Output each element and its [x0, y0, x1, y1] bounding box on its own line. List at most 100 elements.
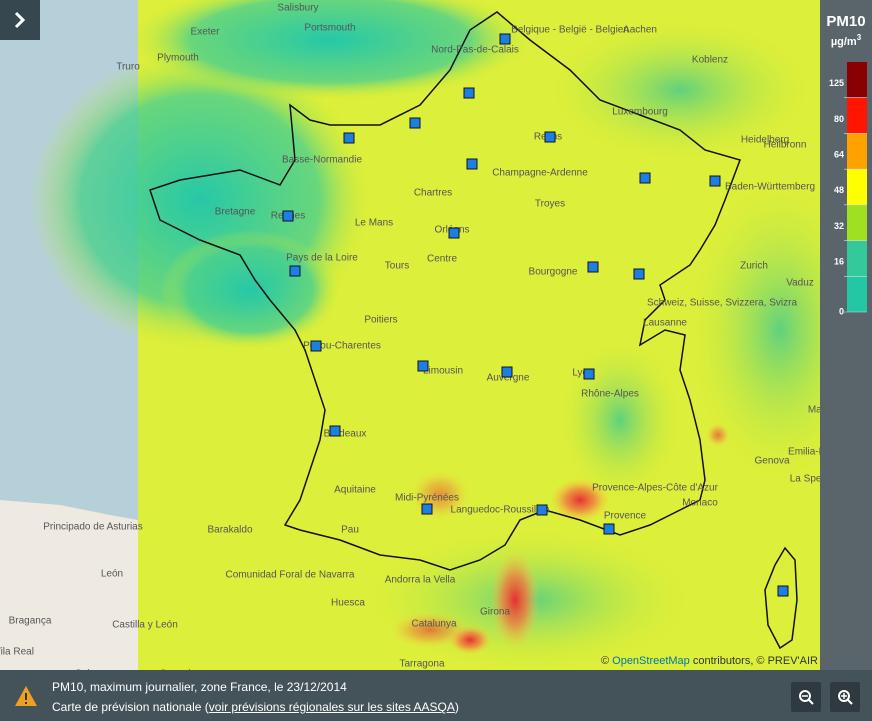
legend-tick-label: 80 [834, 114, 844, 124]
attribution-suffix: contributors, © PREV'AIR [690, 655, 818, 667]
low-zone [560, 340, 680, 500]
legend-band [847, 240, 867, 277]
station [583, 368, 595, 380]
place-label: Lyon [572, 368, 593, 379]
place-label: Tarragona [399, 659, 444, 670]
subtitle-text: Carte de prévision nationale ( [52, 700, 209, 714]
station [536, 504, 548, 516]
place-label: Girona [480, 607, 510, 618]
legend-unit: µg/m3 [831, 33, 862, 48]
legend-band [847, 204, 867, 241]
attribution: © OpenStreetMap contributors, © PREV'AIR [601, 655, 818, 667]
place-label: Bordeaux [324, 429, 367, 440]
warning-icon [15, 686, 37, 706]
attribution-link[interactable]: OpenStreetMap [612, 655, 690, 667]
place-label: Poitiers [364, 315, 397, 326]
corsica-border [764, 546, 798, 650]
legend-tick-label: 48 [834, 185, 844, 195]
station [343, 132, 355, 144]
chevron-icon [14, 11, 26, 29]
place-label: Nord-Pas-de-Calais [431, 45, 519, 56]
place-label: Koblenz [692, 55, 728, 66]
station [329, 425, 341, 437]
land-left [0, 500, 138, 670]
place-label: Limousin [423, 366, 463, 377]
hot-zone [706, 423, 730, 447]
place-label: Salamanca [75, 669, 125, 670]
place-label: Comunidad Foral de Navarra [226, 570, 355, 581]
legend-tick-label: 32 [834, 221, 844, 231]
unit-exponent: 3 [857, 33, 862, 42]
place-label: Exeter [191, 27, 221, 38]
unit-text: µg/m [831, 36, 857, 48]
station [417, 360, 429, 372]
station [633, 268, 645, 280]
place-label: Castilla y León [112, 620, 178, 631]
place-label: Salisbury [277, 3, 318, 14]
place-label: Auvergne [487, 373, 530, 384]
station [544, 131, 556, 143]
station [448, 227, 460, 239]
legend-tick-label: 16 [834, 257, 844, 267]
hot-zone [490, 550, 540, 650]
hot-zone [390, 612, 470, 648]
place-label: Heilbronn [764, 140, 807, 151]
station [310, 340, 322, 352]
legend-band [847, 62, 867, 98]
attribution-prefix: © [601, 655, 612, 667]
place-label: Pau [341, 525, 359, 536]
legend-tick-label: 125 [829, 78, 844, 88]
station [639, 172, 651, 184]
station [282, 210, 294, 222]
place-label: Poitou-Charentes [303, 341, 381, 352]
station [603, 523, 615, 535]
legend-band [847, 276, 867, 312]
station [289, 265, 301, 277]
legend-tick-label: 0 [839, 306, 844, 316]
subtitle-end: ) [454, 700, 459, 714]
station [501, 366, 513, 378]
place-label: Genova [754, 456, 789, 467]
place-label: Aachen [623, 25, 657, 36]
place-label: Belgique - België - Belgien [511, 25, 629, 36]
map: Salisbury Exeter Plymouth Truro Portsmouth No… [0, 0, 870, 670]
place-label: La Spezia [790, 474, 835, 485]
station [587, 261, 599, 273]
place-label: Bourgogne [529, 267, 578, 278]
place-label: Tours [385, 261, 409, 272]
place-label: Andorra la Vella [385, 575, 456, 586]
zoom-in[interactable] [830, 682, 860, 712]
aasqa-link[interactable]: voir prévisions régionales sur les sites… [208, 700, 455, 714]
place-label: Champagne-Ardenne [492, 168, 588, 179]
place-label: Catalunya [411, 619, 456, 630]
place-label: Centre [427, 254, 457, 265]
place-label: Zurich [740, 261, 768, 272]
place-label: Provence [604, 511, 647, 522]
place-label: Pays de la Loire [286, 253, 358, 264]
legend-band [847, 97, 867, 134]
station [421, 503, 433, 515]
place-label: Basse-Normandie [282, 155, 362, 166]
place-label: Segovia [160, 669, 197, 670]
panel-toggle[interactable] [0, 0, 40, 40]
place-label: Baden-Württemberg [725, 182, 815, 193]
station [777, 585, 789, 597]
legend-band [847, 133, 867, 170]
place-label: Huesca [331, 598, 365, 609]
place-label: Principado de Asturias [43, 522, 143, 533]
place-label: Vila Real [0, 647, 34, 658]
place-label: Vaduz [786, 278, 814, 289]
low-zone [160, 230, 340, 350]
footer: PM10, maximum journalier, zone France, l… [0, 670, 872, 721]
low-zone [550, 20, 810, 160]
place-label: Bretagne [215, 207, 256, 218]
place-label: Provence-Alpes-Côte d'Azur [592, 483, 719, 494]
france-border [149, 11, 741, 571]
place-label: Barakaldo [207, 525, 252, 536]
legend-svg: PM10 µg/m3 0 16 32 48 64 80 125 [826, 13, 867, 316]
place-label: Monaco [682, 498, 718, 509]
zoom-out[interactable] [791, 682, 821, 712]
low-zone [130, 0, 530, 100]
place-label: Rhône-Alpes [581, 389, 639, 400]
